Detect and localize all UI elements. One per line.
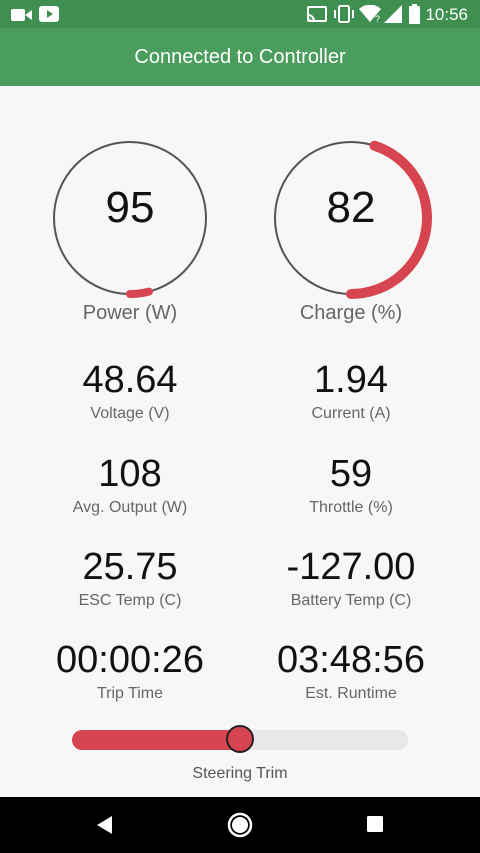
trip-time-label: Trip Time (96, 685, 164, 702)
esc-temp-value: 25.75 (82, 546, 178, 588)
power-gauge-arc (126, 287, 153, 298)
power-gauge: 95 (45, 133, 215, 303)
voltage-value: 48.64 (82, 359, 178, 401)
trip-time-stat: 00:00:26 Trip Time (10, 639, 250, 703)
charge-label: Charge (%) (299, 302, 403, 324)
trip-time-value: 00:00:26 (56, 639, 204, 681)
voltage-stat: 48.64 Voltage (V) (10, 359, 250, 423)
status-bar: ? 10:56 (0, 0, 480, 28)
power-value: 95 (105, 183, 155, 232)
navigation-bar (0, 797, 480, 853)
throttle-value: 59 (329, 453, 373, 495)
steering-trim-thumb[interactable] (226, 725, 254, 753)
steering-trim-label: Steering Trim (192, 765, 288, 782)
svg-text:?: ? (375, 14, 380, 23)
avg-output-value: 108 (98, 453, 162, 495)
charge-gauge: 82 (266, 133, 436, 303)
home-icon[interactable] (226, 811, 254, 839)
battery-icon (409, 4, 420, 24)
battery-temp-label: Battery Temp (C) (290, 592, 412, 609)
cell-signal-icon (384, 5, 402, 23)
youtube-play-icon (39, 6, 59, 22)
wifi-icon: ? (359, 5, 381, 23)
charge-value: 82 (326, 183, 376, 232)
avg-output-label: Avg. Output (W) (72, 499, 188, 516)
voltage-label: Voltage (V) (90, 405, 170, 422)
clock: 10:56 (425, 5, 468, 24)
esc-temp-stat: 25.75 ESC Temp (C) (10, 546, 250, 610)
est-runtime-label: Est. Runtime (305, 685, 397, 702)
back-icon[interactable] (94, 814, 116, 836)
battery-temp-stat: -127.00 Battery Temp (C) (231, 546, 471, 610)
battery-temp-value: -127.00 (286, 546, 416, 588)
page-title: Connected to Controller (134, 46, 346, 68)
dashboard: 95 Power (W) 82 Charge (%) 48.64 Voltage… (0, 86, 480, 796)
avg-output-stat: 108 Avg. Output (W) (10, 453, 250, 517)
est-runtime-stat: 03:48:56 Est. Runtime (231, 639, 471, 703)
video-camera-icon (11, 9, 32, 21)
steering-trim-fill (72, 730, 240, 750)
est-runtime-value: 03:48:56 (277, 639, 425, 681)
throttle-label: Throttle (%) (309, 499, 393, 516)
overview-icon[interactable] (366, 815, 384, 833)
vibrate-icon (334, 5, 354, 23)
charge-gauge-arc (346, 140, 432, 299)
throttle-stat: 59 Throttle (%) (231, 453, 471, 517)
power-label: Power (W) (82, 302, 178, 324)
current-value: 1.94 (314, 359, 388, 401)
cast-icon (307, 6, 327, 22)
current-label: Current (A) (311, 405, 391, 422)
esc-temp-label: ESC Temp (C) (78, 592, 182, 609)
current-stat: 1.94 Current (A) (231, 359, 471, 423)
app-bar: Connected to Controller (0, 28, 480, 86)
